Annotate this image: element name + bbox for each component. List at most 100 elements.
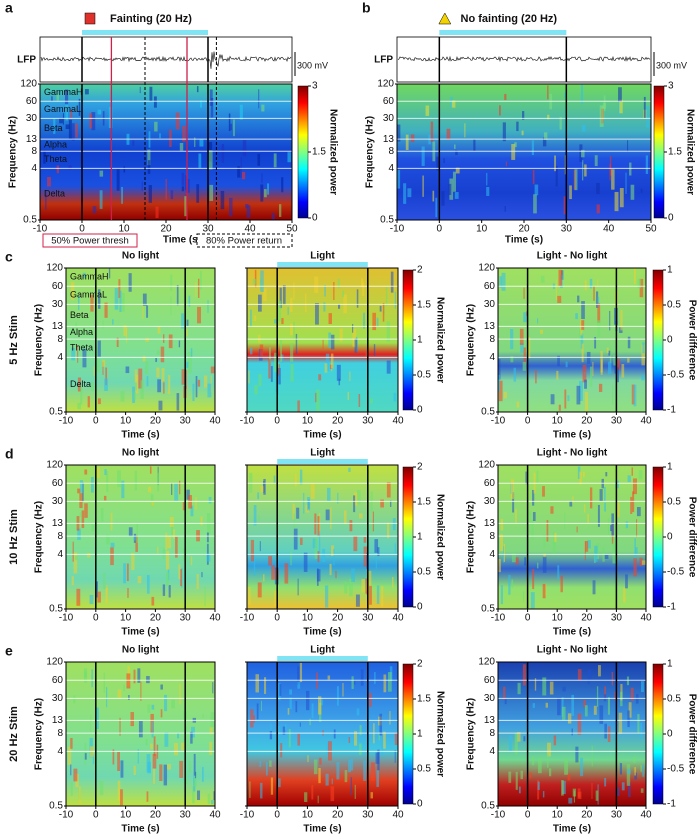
heatmap-texture [335,570,337,579]
heatmap-texture [604,723,607,739]
heatmap-texture [188,761,192,773]
heatmap-texture [317,516,320,537]
y-tick-label: 60 [52,675,64,686]
heatmap-texture [270,723,272,737]
heatmap-texture [263,288,267,302]
y-tick-label: 13 [484,321,496,332]
heatmap-texture [592,580,596,595]
heatmap-texture [331,778,333,785]
colorbar-tick-label: 1.5 [417,694,431,705]
heatmap-texture [191,726,195,738]
heatmap-texture [523,312,528,323]
heatmap-texture [297,733,300,746]
heatmap-texture [521,130,524,136]
heatmap-texture [560,270,564,280]
heatmap-texture [498,105,501,116]
heatmap-texture [161,368,165,383]
heatmap-texture [152,768,156,784]
y-tick-label: 13 [484,715,496,726]
heatmap-texture [464,123,466,138]
heatmap-texture [314,513,317,535]
heatmap-texture [645,155,649,174]
heatmap-texture [118,279,121,299]
heatmap-texture [537,318,539,324]
heatmap-texture [77,528,81,540]
heatmap-texture [620,691,623,707]
heatmap-texture [594,155,598,167]
heatmap-texture [576,526,578,533]
x-tick-label: 0 [93,416,99,427]
heatmap-texture [318,374,322,381]
heatmap-texture [270,777,274,795]
y-tick-label: 4 [57,549,63,560]
heatmap-texture [108,106,113,128]
heatmap-texture [73,552,78,574]
heatmap-texture [451,100,456,108]
x-tick-label: 50 [645,224,657,235]
heatmap-texture [530,592,535,609]
heatmap-texture [532,568,535,590]
heatmap-texture [209,727,213,735]
heatmap-texture [379,305,382,312]
heatmap-texture [516,121,519,132]
heatmap-texture [82,272,86,279]
heatmap-texture [255,674,259,693]
heatmap-texture [176,284,179,306]
heatmap-texture [514,733,518,755]
y-tick-label: 4 [31,163,37,174]
heatmap-texture [293,528,298,550]
heatmap-texture [140,380,144,399]
x-tick-label: -10 [240,810,255,821]
x-tick-label: 30 [362,613,374,624]
heatmap-texture [269,760,272,767]
heatmap-texture [104,302,108,318]
heatmap-texture [630,496,633,514]
x-tick-label: -10 [240,416,255,427]
y-tick-label: 30 [383,113,395,124]
x-tick-label: 20 [332,810,344,821]
heatmap-texture [542,583,546,599]
colorbar-tick-label: -0.5 [667,764,685,775]
colorbar-tick-label: 0 [667,335,673,346]
heatmap-texture [258,294,262,312]
heatmap-texture [347,392,350,401]
x-tick-label: 20 [150,416,162,427]
heatmap-texture [546,520,549,542]
x-tick-label: 20 [581,613,593,624]
heatmap-texture [294,474,297,487]
plot-frame [65,464,216,610]
heatmap-texture [297,666,300,685]
heatmap-texture [114,288,119,310]
heatmap-texture [562,686,566,692]
heatmap-texture [625,521,629,529]
heatmap-texture [518,786,521,794]
heatmap-texture [75,322,77,327]
colorbar-tick-label: 0.5 [667,694,681,705]
plot-frame [497,661,647,807]
colorbar [402,466,414,608]
x-axis-label: Time (s) [121,824,159,835]
heatmap-texture [432,190,435,202]
x-tick-label: -10 [491,416,506,427]
heatmap-texture [104,469,107,476]
heatmap-texture [112,749,115,765]
heatmap-texture [608,361,612,375]
heatmap-texture [313,759,318,775]
heatmap-texture [383,674,387,693]
panel-label: a [5,0,13,16]
heatmap-texture [641,560,646,565]
heatmap-texture [201,572,203,578]
heatmap-texture [362,282,365,297]
heatmap-texture [503,686,506,700]
x-tick-label: 40 [603,224,615,235]
heatmap-texture [527,336,531,359]
heatmap-texture [162,334,165,343]
heatmap-texture [247,586,251,605]
heatmap-texture [581,301,585,320]
heatmap-texture [361,578,365,593]
heatmap-texture [80,386,83,405]
heatmap-texture [611,671,614,686]
heatmap-texture [263,574,265,582]
heatmap-texture [515,508,517,523]
heatmap-texture [316,569,321,582]
